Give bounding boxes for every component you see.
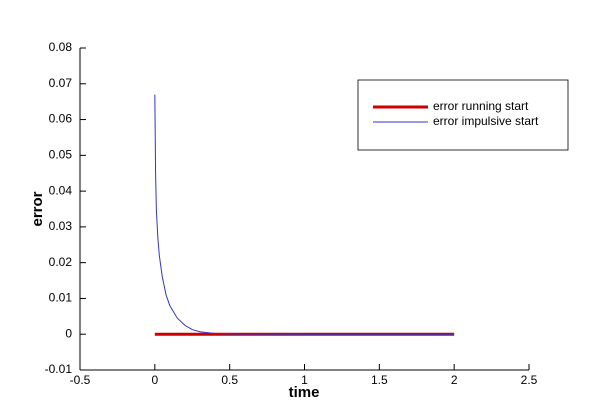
legend-box: [357, 79, 569, 151]
y-tick-label: 0.07: [49, 76, 73, 90]
legend-label: error impulsive start: [433, 114, 539, 128]
x-axis-title: time: [289, 384, 320, 401]
x-tick-label: 0: [151, 373, 158, 387]
y-tick-label: 0.08: [49, 40, 73, 54]
y-tick-label: 0.05: [49, 148, 73, 162]
x-tick-label: 0.5: [221, 373, 238, 387]
x-tick-label: -0.5: [70, 373, 91, 387]
y-axis-title: error: [29, 191, 46, 226]
x-tick-label: 2.5: [521, 373, 538, 387]
line: [154, 94, 455, 335]
y-tick-label: 0.03: [49, 219, 73, 233]
legend-label: error running start: [433, 99, 529, 113]
x-tick-label: 2: [451, 373, 458, 387]
x-tick-label: 1.5: [371, 373, 388, 387]
y-tick-label: 0.02: [49, 255, 73, 269]
y-tick-label: 0.01: [49, 291, 73, 305]
x-tick-label: 1: [301, 373, 308, 387]
y-tick-label: 0.06: [49, 112, 73, 126]
y-tick-label: 0: [65, 326, 72, 340]
y-tick-label: -0.01: [45, 362, 73, 376]
y-tick-label: 0.04: [49, 183, 73, 197]
